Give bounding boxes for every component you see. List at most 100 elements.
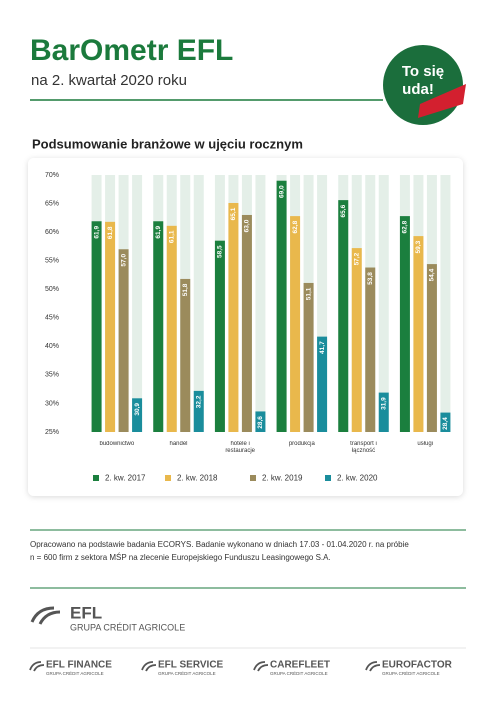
legend-label: 2. kw. 2020 <box>337 474 378 483</box>
x-tick-label: usługi <box>417 441 433 447</box>
y-tick-label: 40% <box>45 343 59 350</box>
bar <box>303 282 314 432</box>
bar <box>228 202 239 432</box>
bar <box>426 264 437 432</box>
badge-text: To się <box>402 63 444 80</box>
value-label: 53,8 <box>367 272 374 285</box>
bar <box>166 225 177 432</box>
bar <box>153 221 164 432</box>
legend-label: 2. kw. 2017 <box>105 474 146 483</box>
company-group: GRUPA CRÉDIT AGRICOLE <box>158 670 216 676</box>
bar <box>214 240 225 432</box>
value-label: 57,0 <box>120 254 127 267</box>
bar-track <box>378 175 389 432</box>
company-mark <box>365 661 381 672</box>
y-tick-label: 45% <box>45 315 59 322</box>
bar-track <box>193 175 204 432</box>
company-group: GRUPA CRÉDIT AGRICOLE <box>382 670 440 676</box>
y-tick-label: 30% <box>45 400 59 407</box>
company-name: EFL FINANCE <box>46 660 112 671</box>
legend-label: 2. kw. 2018 <box>177 474 218 483</box>
x-tick-label-box: usługi <box>417 441 433 447</box>
note: n = 600 firm z sektora MŚP na zlecenie E… <box>30 553 331 562</box>
legend-swatch <box>250 475 256 481</box>
value-label: 31,9 <box>380 397 387 410</box>
x-tick-label: budownictwo <box>99 441 135 447</box>
x-tick-label: hotele i restauracje <box>225 441 255 454</box>
y-tick-label: 70% <box>45 172 59 179</box>
brand-group: GRUPA CRÉDIT AGRICOLE <box>70 622 185 632</box>
bar <box>399 216 410 432</box>
value-label: 62,8 <box>292 220 299 233</box>
company-group: GRUPA CRÉDIT AGRICOLE <box>270 670 328 676</box>
value-label: 59,3 <box>415 240 422 253</box>
value-label: 41,7 <box>319 341 326 354</box>
x-tick-label-box: budownictwo <box>99 441 135 447</box>
chart: 25% 30% 35% 40% 45% 50% 55% 60% 65% 70% 61,9 61,8 57… <box>45 172 451 483</box>
company-name: EFL SERVICE <box>158 660 224 671</box>
value-label: 58,5 <box>217 245 224 258</box>
y-tick-label: 65% <box>45 200 59 207</box>
legend-swatch <box>165 475 171 481</box>
company-name: EUROFACTOR <box>382 660 453 671</box>
value-label: 61,9 <box>155 226 162 239</box>
brand: EFL <box>70 603 102 622</box>
bar <box>351 248 362 432</box>
logo-mark <box>30 606 61 625</box>
bar <box>118 249 129 432</box>
y-tick-label: 50% <box>45 286 59 293</box>
bar <box>317 336 328 432</box>
title: BarOmetr EFL <box>30 34 233 67</box>
bar <box>105 221 116 432</box>
bar <box>241 214 252 432</box>
bar <box>276 180 287 432</box>
value-label: 61,9 <box>93 226 100 239</box>
value-label: 62,8 <box>402 220 409 233</box>
value-label: 61,1 <box>168 230 175 243</box>
chart-title: Podsumowanie branżowe w ujęciu rocznym <box>32 136 303 151</box>
value-label: 30,9 <box>134 403 141 416</box>
y-tick-label: 35% <box>45 372 59 379</box>
company-mark <box>141 661 157 672</box>
x-tick-label: transport i łączność <box>350 441 377 454</box>
value-label: 69,0 <box>278 185 285 198</box>
bar <box>378 392 389 432</box>
x-tick-label-box: transport i łączność <box>350 441 377 454</box>
value-label: 28,4 <box>442 417 449 430</box>
y-tick-label: 60% <box>45 229 59 236</box>
legend-label: 2. kw. 2019 <box>262 474 303 483</box>
value-label: 54,4 <box>429 268 436 281</box>
bar-track <box>132 175 143 432</box>
note: Opracowano na podstawie badania ECORYS. … <box>30 540 409 549</box>
bar-track <box>440 175 451 432</box>
value-label: 57,2 <box>353 252 360 265</box>
bar-track <box>255 175 266 432</box>
value-label: 51,1 <box>305 287 312 300</box>
company-mark <box>29 661 45 672</box>
value-label: 61,8 <box>107 226 114 239</box>
y-tick-label: 55% <box>45 258 59 265</box>
value-label: 65,1 <box>230 207 237 220</box>
company-name: CAREFLEET <box>270 660 330 671</box>
bar <box>193 390 204 432</box>
value-label: 63,0 <box>244 219 251 232</box>
legend-swatch <box>93 475 99 481</box>
bar-track <box>317 175 328 432</box>
bar <box>91 221 102 432</box>
legend-swatch <box>325 475 331 481</box>
value-label: 51,8 <box>182 283 189 296</box>
bar <box>413 236 424 432</box>
badge-ribbon <box>418 84 466 118</box>
badge-text: uda! <box>402 81 434 98</box>
value-label: 32,2 <box>195 395 202 408</box>
company-mark <box>253 661 269 672</box>
x-tick-label-box: produkcja <box>289 441 315 447</box>
x-tick-label: handel <box>169 441 188 447</box>
x-tick-label-box: handel <box>169 441 188 447</box>
bar <box>290 216 301 432</box>
subtitle: na 2. kwartał 2020 roku <box>31 72 187 89</box>
bar <box>180 278 191 432</box>
value-label: 65,6 <box>340 204 347 217</box>
